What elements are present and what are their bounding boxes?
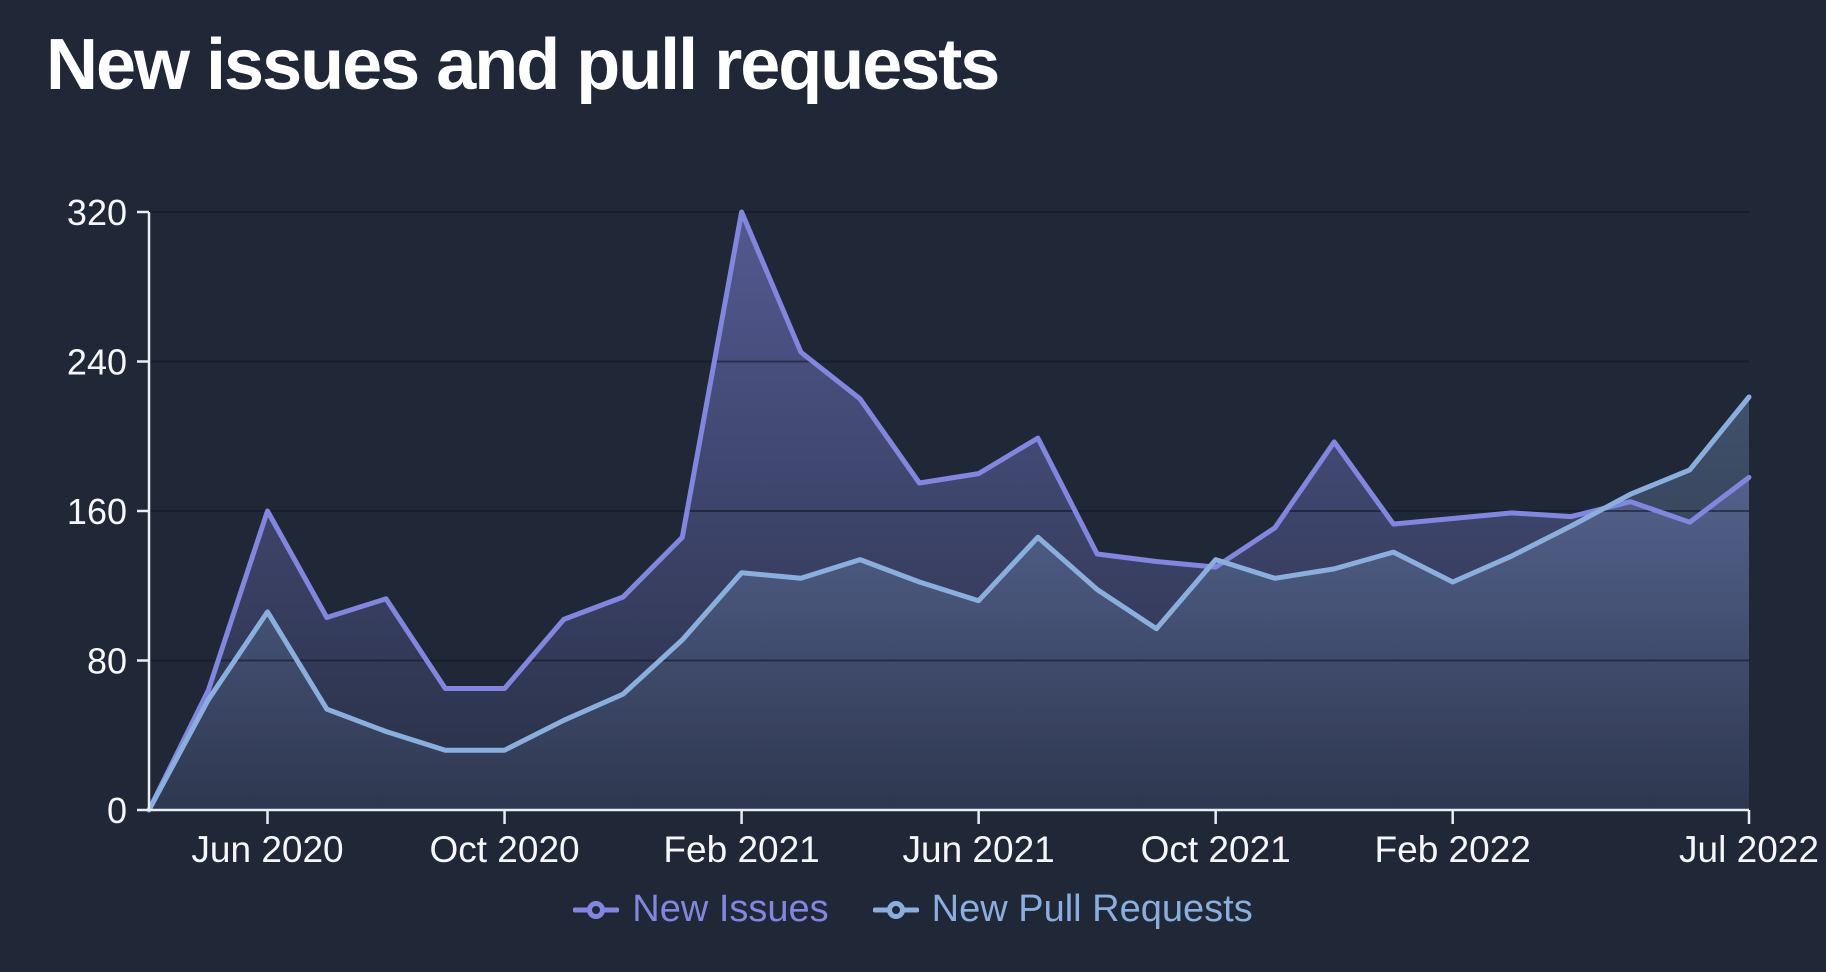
x-axis-label: Oct 2020 <box>429 829 579 870</box>
series-area-new-pull-requests <box>149 397 1749 810</box>
x-axis-label: Feb 2022 <box>1375 829 1531 870</box>
chart-title: New issues and pull requests <box>46 25 1000 105</box>
legend-item-new-pull-requests[interactable]: New Pull Requests <box>872 888 1253 931</box>
legend-label: New Pull Requests <box>931 888 1253 930</box>
x-axis-label: Jul 2022 <box>1679 829 1819 870</box>
legend-marker-icon <box>872 900 919 919</box>
legend: New Issues New Pull Requests <box>0 888 1826 931</box>
series-line-new-issues <box>146 209 1752 813</box>
x-axis-label: Feb 2021 <box>663 829 819 870</box>
y-axis-label: 240 <box>67 342 127 383</box>
y-axis-label: 320 <box>67 192 127 233</box>
y-axis-label: 80 <box>87 641 127 682</box>
x-axis-label: Jun 2020 <box>191 829 343 870</box>
y-axis-label: 0 <box>107 790 127 831</box>
legend-item-new-issues[interactable]: New Issues <box>573 888 829 931</box>
legend-marker-icon <box>573 900 620 919</box>
y-axis-label: 160 <box>67 491 127 532</box>
x-axis-label: Jun 2021 <box>903 829 1055 870</box>
series-line-new-pull-requests <box>146 394 1752 813</box>
x-axis-label: Oct 2021 <box>1141 829 1291 870</box>
legend-label: New Issues <box>632 888 829 930</box>
